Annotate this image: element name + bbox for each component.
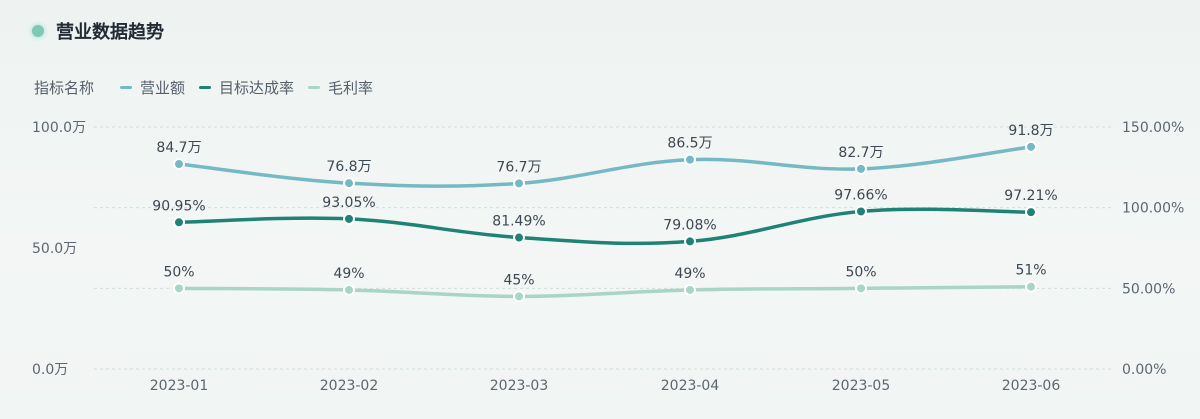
- series-0-point-1: [343, 177, 355, 190]
- series-1-label-2: 81.49%: [492, 214, 545, 230]
- y-left-tick-0: 0.0万: [32, 362, 68, 378]
- series-line-1: [177, 207, 1033, 246]
- series-line-2: [177, 284, 1033, 299]
- series-1-point-4: [855, 205, 867, 218]
- legend-swatch-revenue: [120, 86, 133, 89]
- series-2-point-5: [1025, 280, 1037, 293]
- series-2-label-0: 50%: [163, 264, 194, 280]
- series-0-label-4: 82.7万: [838, 145, 883, 161]
- series-0-point-2: [513, 177, 525, 190]
- x-tick-5: 2023-06: [1002, 378, 1061, 394]
- title-row: 营业数据趋势: [32, 18, 164, 44]
- x-tick-2: 2023-03: [490, 378, 549, 394]
- x-tick-1: 2023-02: [320, 378, 379, 394]
- series-0-label-3: 86.5万: [667, 136, 712, 152]
- series-0-point-4: [855, 162, 867, 175]
- series-1-label-3: 79.08%: [663, 217, 716, 233]
- series-2-point-4: [855, 282, 867, 295]
- series-2-label-4: 50%: [845, 264, 876, 280]
- series-0-point-3: [684, 153, 696, 166]
- legend-text-revenue: 营业额: [140, 79, 186, 97]
- series-0-label-1: 76.8万: [326, 159, 371, 175]
- x-tick-3: 2023-04: [661, 378, 720, 394]
- series-0-point-0: [173, 158, 185, 171]
- legend: 指标名称 营业额 目标达成率 毛利率: [34, 77, 387, 98]
- series-1-label-1: 93.05%: [322, 195, 375, 211]
- legend-swatch-gross-margin: [308, 86, 321, 89]
- series-2-point-3: [684, 283, 696, 296]
- legend-label: 指标名称: [34, 79, 95, 97]
- series-1-point-2: [513, 231, 525, 244]
- y-left-tick-2: 100.0万: [32, 120, 86, 136]
- series-2-label-2: 45%: [503, 272, 534, 288]
- series-1-point-0: [173, 216, 185, 229]
- series-1-point-5: [1025, 206, 1037, 219]
- series-line-0: [177, 145, 1033, 188]
- series-1-label-4: 97.66%: [834, 187, 887, 203]
- series-2-label-1: 49%: [333, 266, 364, 282]
- y-right-tick-3: 150.00%: [1122, 120, 1184, 136]
- legend-swatch-target-rate: [199, 86, 212, 89]
- series-2-point-1: [343, 283, 355, 296]
- series-0-label-0: 84.7万: [156, 140, 201, 156]
- series-1-point-1: [343, 212, 355, 225]
- series-2-point-0: [173, 282, 185, 295]
- series-1-point-3: [684, 235, 696, 248]
- series-2-point-2: [513, 290, 525, 303]
- x-tick-0: 2023-01: [150, 378, 209, 394]
- y-right-tick-1: 50.00%: [1122, 281, 1175, 297]
- y-right-tick-0: 0.00%: [1122, 362, 1166, 378]
- series-1-label-0: 90.95%: [152, 198, 205, 214]
- legend-text-target-rate: 目标达成率: [219, 79, 295, 97]
- legend-text-gross-margin: 毛利率: [328, 79, 374, 97]
- series-1-label-5: 97.21%: [1004, 188, 1057, 204]
- series-2-label-5: 51%: [1015, 263, 1046, 279]
- y-right-tick-2: 100.00%: [1122, 201, 1184, 217]
- chart-title: 营业数据趋势: [56, 22, 164, 43]
- legend-item-target-rate[interactable]: 目标达成率: [199, 77, 294, 98]
- legend-item-revenue[interactable]: 营业额: [120, 77, 185, 98]
- legend-item-gross-margin[interactable]: 毛利率: [308, 77, 373, 98]
- series-2-label-3: 49%: [674, 266, 705, 282]
- series-0-point-5: [1025, 140, 1037, 153]
- y-left-tick-1: 50.0万: [32, 241, 77, 257]
- series-0-label-5: 91.8万: [1008, 123, 1053, 139]
- series-0-label-2: 76.7万: [496, 159, 541, 175]
- title-dot-icon: [32, 25, 44, 37]
- x-tick-4: 2023-05: [832, 378, 891, 394]
